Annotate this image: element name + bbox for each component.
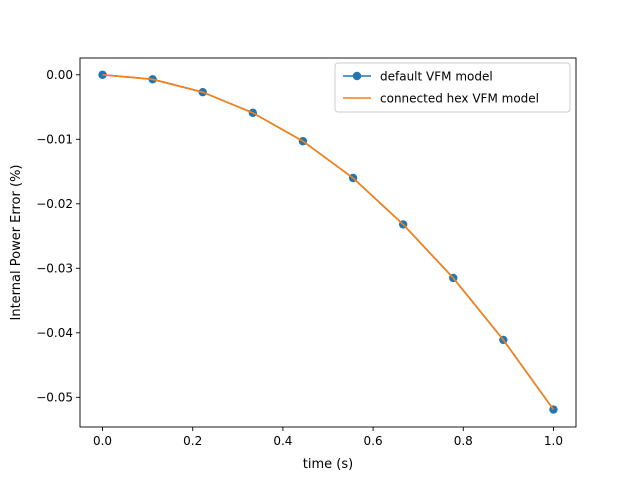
y-tick-label: −0.05: [36, 390, 73, 404]
axis-ticks: 0.0 0.2 0.4 0.6 0.8 1.0 0.00 −0.01 −0.02 −0.03 −0.…: [36, 68, 563, 448]
legend-label: connected hex VFM model: [380, 92, 539, 106]
x-tick-label: 0.4: [273, 434, 292, 448]
x-tick-label: 0.2: [183, 434, 202, 448]
y-tick-label: 0.00: [46, 68, 73, 82]
legend: default VFM model connected hex VFM model: [334, 62, 571, 113]
x-tick-label: 0.0: [93, 434, 112, 448]
plot-area: [98, 70, 558, 414]
y-tick-label: −0.04: [36, 326, 73, 340]
y-tick-label: −0.02: [36, 197, 73, 211]
legend-label: default VFM model: [380, 70, 493, 84]
y-tick-label: −0.03: [36, 261, 73, 275]
x-tick-label: 0.8: [454, 434, 473, 448]
y-tick-label: −0.01: [36, 132, 73, 146]
x-tick-label: 0.6: [364, 434, 383, 448]
axes-frame: [79, 57, 577, 428]
x-tick-label: 1.0: [544, 434, 563, 448]
y-axis-label: Internal Power Error (%): [9, 165, 24, 321]
legend-marker: [352, 71, 362, 81]
x-axis-label: time (s): [303, 457, 353, 472]
data-point: [98, 70, 107, 79]
series-line-2: [102, 73, 555, 411]
legend-box: [334, 62, 571, 113]
